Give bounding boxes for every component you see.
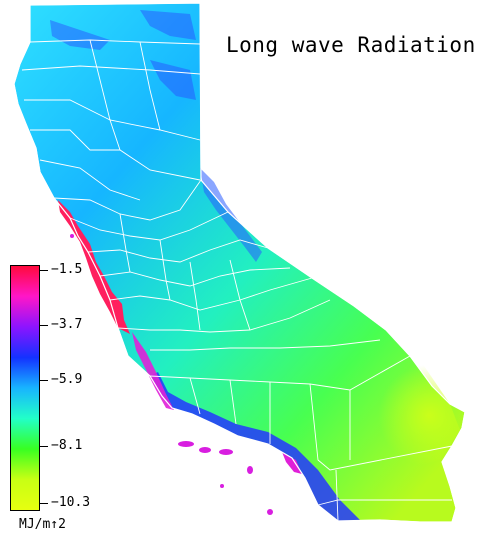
legend-tick	[40, 503, 48, 504]
legend-tick	[40, 380, 48, 381]
legend-label-max: −1.5	[51, 262, 83, 277]
legend-tick	[40, 446, 48, 447]
channel-islands	[70, 234, 273, 515]
coastal-magenta-strip	[132, 332, 174, 410]
south-coast-band	[150, 372, 360, 521]
legend-label: −8.1	[51, 438, 83, 453]
state-outline	[13, 2, 466, 523]
legend-label: −5.9	[51, 372, 83, 387]
legend-label-min: −10.3	[51, 495, 91, 510]
northern-mountains	[50, 10, 196, 100]
desert-region	[290, 300, 460, 470]
legend-label: −3.7	[51, 317, 83, 332]
legend-unit: MJ/m↑2	[19, 517, 66, 532]
legend-colorbar	[10, 265, 40, 511]
map-title: Long wave Radiation	[226, 33, 476, 57]
legend-tick	[40, 270, 48, 271]
legend-tick	[40, 325, 48, 326]
coastal-fog-strip	[58, 200, 130, 334]
county-boundaries	[21, 39, 453, 522]
la-coast-magenta	[282, 452, 302, 474]
